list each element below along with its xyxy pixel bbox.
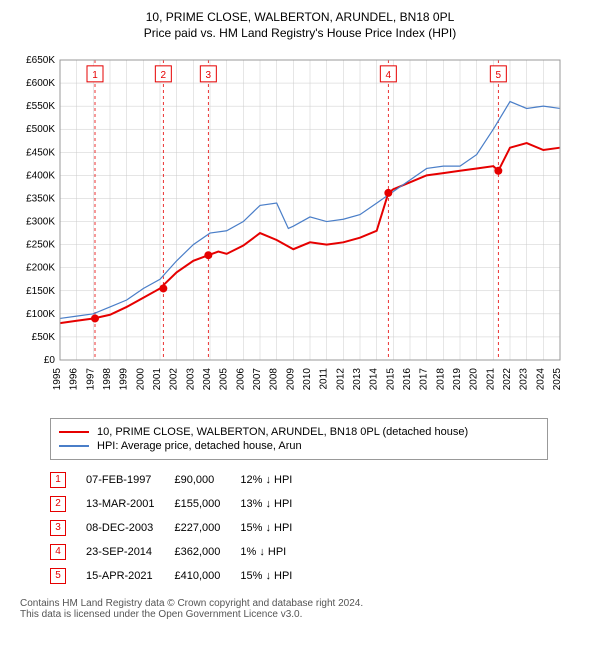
svg-text:4: 4 (386, 70, 392, 81)
tx-delta: 12% ↓ HPI (240, 468, 312, 492)
svg-text:2001: 2001 (152, 368, 163, 391)
tx-date: 08-DEC-2003 (86, 516, 174, 540)
svg-text:1995: 1995 (52, 368, 63, 391)
svg-text:£400K: £400K (26, 170, 55, 181)
svg-text:2: 2 (161, 70, 167, 81)
svg-text:1999: 1999 (119, 368, 130, 391)
footer: Contains HM Land Registry data © Crown c… (20, 598, 590, 620)
svg-text:£600K: £600K (26, 78, 55, 89)
chart-title: 10, PRIME CLOSE, WALBERTON, ARUNDEL, BN1… (10, 10, 590, 24)
marker-number: 3 (50, 520, 66, 536)
marker-number: 1 (50, 472, 66, 488)
svg-text:3: 3 (206, 70, 212, 81)
svg-text:2016: 2016 (402, 368, 413, 391)
svg-text:2021: 2021 (485, 368, 496, 391)
svg-text:2023: 2023 (519, 368, 530, 391)
footer-line-2: This data is licensed under the Open Gov… (20, 609, 590, 620)
tx-price: £155,000 (174, 492, 240, 516)
svg-text:£300K: £300K (26, 217, 55, 228)
chart-container: 10, PRIME CLOSE, WALBERTON, ARUNDEL, BN1… (10, 10, 590, 620)
legend: 10, PRIME CLOSE, WALBERTON, ARUNDEL, BN1… (50, 418, 548, 460)
chart-subtitle: Price paid vs. HM Land Registry's House … (10, 26, 590, 40)
svg-text:2006: 2006 (235, 368, 246, 391)
svg-text:2018: 2018 (435, 368, 446, 391)
svg-text:2002: 2002 (169, 368, 180, 391)
tx-date: 07-FEB-1997 (86, 468, 174, 492)
svg-text:£500K: £500K (26, 124, 55, 135)
svg-text:1: 1 (92, 70, 98, 81)
svg-text:2004: 2004 (202, 368, 213, 391)
tx-delta: 15% ↓ HPI (240, 516, 312, 540)
svg-text:£350K: £350K (26, 193, 55, 204)
marker-number: 5 (50, 568, 66, 584)
svg-text:2009: 2009 (285, 368, 296, 391)
marker-number: 4 (50, 544, 66, 560)
svg-text:£150K: £150K (26, 286, 55, 297)
legend-label: 10, PRIME CLOSE, WALBERTON, ARUNDEL, BN1… (97, 426, 468, 438)
table-row: 2 13-MAR-2001 £155,000 13% ↓ HPI (50, 492, 312, 516)
svg-text:2012: 2012 (335, 368, 346, 391)
tx-price: £362,000 (174, 540, 240, 564)
svg-text:£250K: £250K (26, 240, 55, 251)
table-row: 1 07-FEB-1997 £90,000 12% ↓ HPI (50, 468, 312, 492)
svg-text:5: 5 (496, 70, 502, 81)
svg-text:2019: 2019 (452, 368, 463, 391)
svg-text:2007: 2007 (252, 368, 263, 391)
svg-text:£200K: £200K (26, 263, 55, 274)
table-row: 5 15-APR-2021 £410,000 15% ↓ HPI (50, 564, 312, 588)
svg-text:2017: 2017 (419, 368, 430, 391)
table-row: 4 23-SEP-2014 £362,000 1% ↓ HPI (50, 540, 312, 564)
tx-date: 13-MAR-2001 (86, 492, 174, 516)
legend-item: HPI: Average price, detached house, Arun (59, 439, 539, 453)
svg-text:1996: 1996 (69, 368, 80, 391)
legend-label: HPI: Average price, detached house, Arun (97, 440, 302, 452)
svg-text:£0: £0 (44, 355, 56, 366)
svg-text:1998: 1998 (102, 368, 113, 391)
tx-delta: 15% ↓ HPI (240, 564, 312, 588)
svg-text:£450K: £450K (26, 147, 55, 158)
svg-text:2005: 2005 (219, 368, 230, 391)
tx-date: 23-SEP-2014 (86, 540, 174, 564)
tx-price: £227,000 (174, 516, 240, 540)
svg-text:2010: 2010 (302, 368, 313, 391)
tx-price: £90,000 (174, 468, 240, 492)
svg-text:2024: 2024 (535, 368, 546, 391)
svg-text:£50K: £50K (32, 332, 56, 343)
svg-text:2013: 2013 (352, 368, 363, 391)
table-row: 3 08-DEC-2003 £227,000 15% ↓ HPI (50, 516, 312, 540)
svg-text:£550K: £550K (26, 101, 55, 112)
svg-text:2025: 2025 (552, 368, 563, 391)
svg-text:2003: 2003 (185, 368, 196, 391)
tx-delta: 1% ↓ HPI (240, 540, 312, 564)
footer-line-1: Contains HM Land Registry data © Crown c… (20, 598, 590, 609)
svg-text:2015: 2015 (385, 368, 396, 391)
svg-text:2000: 2000 (135, 368, 146, 391)
tx-price: £410,000 (174, 564, 240, 588)
price-chart: £0 £50K £100K £150K £200K £250K £300K £350K £400… (10, 50, 570, 410)
svg-text:£100K: £100K (26, 309, 55, 320)
transactions-table: 1 07-FEB-1997 £90,000 12% ↓ HPI 2 13-MAR… (50, 468, 312, 588)
svg-text:2011: 2011 (319, 368, 330, 390)
svg-text:2022: 2022 (502, 368, 513, 391)
legend-item: 10, PRIME CLOSE, WALBERTON, ARUNDEL, BN1… (59, 425, 539, 439)
svg-text:1997: 1997 (85, 368, 96, 391)
svg-text:2008: 2008 (269, 368, 280, 391)
svg-text:2014: 2014 (369, 368, 380, 391)
tx-date: 15-APR-2021 (86, 564, 174, 588)
marker-number: 2 (50, 496, 66, 512)
svg-text:2020: 2020 (469, 368, 480, 391)
svg-text:£650K: £650K (26, 55, 55, 66)
tx-delta: 13% ↓ HPI (240, 492, 312, 516)
